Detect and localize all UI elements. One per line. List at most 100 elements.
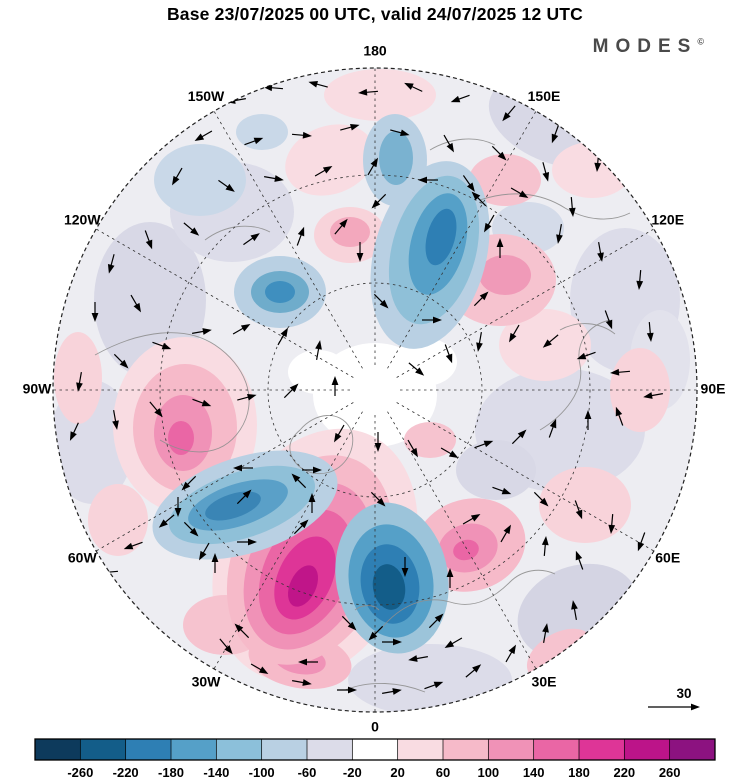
wind-vector [551,124,560,144]
wind-vector [334,218,348,235]
wind-vector [597,242,604,262]
wind-vector [194,130,213,141]
wind-vector [474,440,494,449]
lon-label-90E: 90E [701,381,726,397]
anomaly-blob [285,124,375,196]
anomaly-blob [348,644,512,712]
colorbar-tick: 140 [523,765,545,780]
colorbar-tick: -220 [113,765,139,780]
wind-vector [243,233,260,246]
wind-vector [443,134,454,153]
colorbar-cell [579,739,625,760]
wind-vector [244,137,264,146]
wind-vector [608,513,616,534]
wind-vector [575,550,584,570]
wind-vector [192,328,212,335]
anomaly-blob [330,217,370,247]
wind-vector [181,475,197,491]
colorbar-tick: 20 [390,765,404,780]
wind-vector [112,410,119,430]
wind-vector [542,162,550,182]
wind-vector [408,655,428,662]
wind-vector [424,681,444,690]
wind-vector [76,372,83,392]
coastline [479,193,631,220]
colorbar-tick: -60 [298,765,317,780]
wind-vector [211,553,219,573]
wind-vector [219,638,233,655]
wind-vector [382,688,402,695]
lon-label-30E: 30E [532,673,557,689]
coastline [539,319,611,431]
colorbar-cell [397,739,444,760]
anomaly-blob [393,338,457,386]
wind-vector [315,340,322,360]
colorbar-cell [352,739,399,760]
wind-vector [465,664,482,678]
wind-vector [123,541,143,550]
wind-vector [183,222,200,236]
colorbar-tick: 260 [659,765,681,780]
wind-vector [646,321,654,342]
wind-vector [308,80,328,88]
wind-vector [199,542,210,561]
wind-vector [492,486,512,495]
wind-vector [192,398,212,407]
wind-vector [484,214,495,233]
coastlines [94,138,631,693]
wind-vectors [69,80,663,695]
wind-vector [491,145,507,161]
anomaly-blob [287,565,319,607]
colorbar-tick: -100 [249,765,275,780]
coastline [559,323,616,335]
wind-vector [69,422,79,441]
anomaly-blob [168,421,194,455]
coastline [94,332,250,453]
wind-vector [291,473,307,489]
colorbar-cell [125,739,172,760]
wind-vector [113,353,129,369]
wind-vector [149,401,163,418]
wind-vector [331,376,339,396]
wind-vector [232,324,251,335]
wind-vector [234,623,250,639]
wind-vector [446,568,454,588]
colorbar-tick: -140 [203,765,229,780]
wind-vector [584,410,592,430]
map-boundary [52,67,698,713]
wind-vector [236,489,252,505]
coastline [204,225,271,241]
graticule [53,68,697,712]
wind-vector [152,341,172,350]
anomaly-field [53,69,690,712]
anomaly-blob [205,491,261,521]
wind-vector [548,418,557,438]
coastline [354,605,380,611]
wind-vector [302,466,322,474]
colorbar-tick: 60 [436,765,450,780]
modes-logo-text: MODES [592,36,698,57]
wind-vector [130,294,141,313]
wind-vector [450,94,470,103]
anomaly-blob [379,131,413,185]
wind-vector [264,175,284,182]
lon-label-0: 0 [371,719,379,735]
wind-vector [496,238,504,258]
anomaly-blob [539,467,631,543]
colorbar-frame [34,738,716,761]
wind-vector [374,432,382,452]
wind-vector [407,439,418,458]
wind-vector [500,524,511,543]
wind-vector [636,269,644,290]
wind-vector [218,179,235,192]
colorbar-cell [171,739,217,760]
wind-vector [308,493,316,513]
wind-vector [263,84,284,92]
anomaly-blob [372,564,406,610]
wind-vector [292,679,312,686]
wind-vector [610,368,631,376]
coastline [344,683,426,693]
wind-vector [440,447,459,458]
wind-vector [408,362,425,376]
meridian-line [396,228,655,378]
